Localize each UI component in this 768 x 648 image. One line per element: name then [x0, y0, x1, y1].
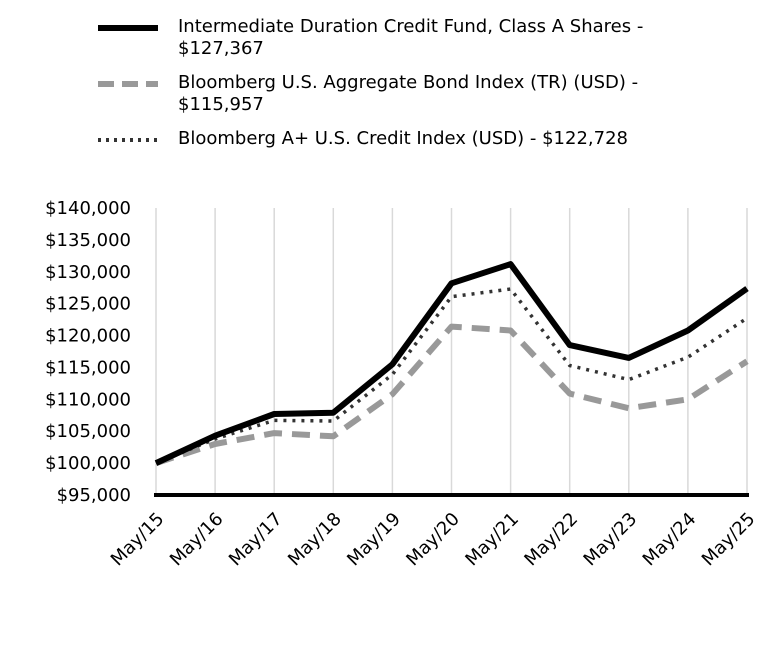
y-tick-label: $115,000 — [45, 357, 131, 378]
y-tick-label: $100,000 — [45, 453, 131, 474]
legend-swatch-fund — [98, 25, 158, 31]
x-tick-label: May/23 — [580, 509, 642, 571]
legend-swatch-credit-index — [98, 138, 158, 142]
legend-label-aggregate-index: Bloomberg U.S. Aggregate Bond Index (TR)… — [178, 72, 639, 115]
y-tick-label: $140,000 — [45, 198, 131, 219]
legend-label-credit-index: Bloomberg A+ U.S. Credit Index (USD) - $… — [178, 128, 628, 149]
legend-swatch-aggregate-index — [98, 81, 158, 87]
legend-item-fund: Intermediate Duration Credit Fund, Class… — [98, 16, 658, 60]
legend-item-aggregate-index: Bloomberg U.S. Aggregate Bond Index (TR)… — [98, 72, 658, 116]
chart-grid — [155, 208, 748, 495]
x-tick-label: May/17 — [225, 509, 287, 571]
y-axis-tick-labels: $95,000 $100,000 $105,000 $110,000 $115,000 $… — [45, 198, 131, 506]
y-tick-label: $135,000 — [45, 230, 131, 251]
x-axis-tick-labels: May/15May/16May/17May/18May/19May/20May/… — [107, 509, 760, 571]
legend-item-credit-index: Bloomberg A+ U.S. Credit Index (USD) - $… — [98, 128, 658, 152]
series-line-fund — [154, 261, 749, 466]
y-tick-label: $130,000 — [45, 262, 131, 283]
x-tick-label: May/15 — [107, 509, 169, 571]
x-tick-label: May/18 — [284, 509, 346, 571]
x-tick-label: May/16 — [166, 509, 228, 571]
legend-label-fund: Intermediate Duration Credit Fund, Class… — [178, 16, 644, 59]
x-tick-label: May/25 — [698, 509, 760, 571]
chart-legend: Intermediate Duration Credit Fund, Class… — [98, 16, 658, 164]
y-tick-label: $105,000 — [45, 421, 131, 442]
series-line-aggregate-index — [155, 323, 749, 466]
y-tick-label: $110,000 — [45, 389, 131, 410]
series-line-credit-index — [155, 287, 748, 465]
x-tick-label: May/19 — [343, 509, 405, 571]
x-tick-label: May/20 — [402, 509, 464, 571]
y-tick-label: $95,000 — [57, 485, 131, 506]
x-tick-label: May/21 — [461, 509, 523, 571]
y-tick-label: $125,000 — [45, 294, 131, 315]
x-tick-label: May/24 — [639, 509, 701, 571]
chart-series — [154, 261, 749, 466]
y-tick-label: $120,000 — [45, 326, 131, 347]
x-tick-label: May/22 — [520, 509, 582, 571]
